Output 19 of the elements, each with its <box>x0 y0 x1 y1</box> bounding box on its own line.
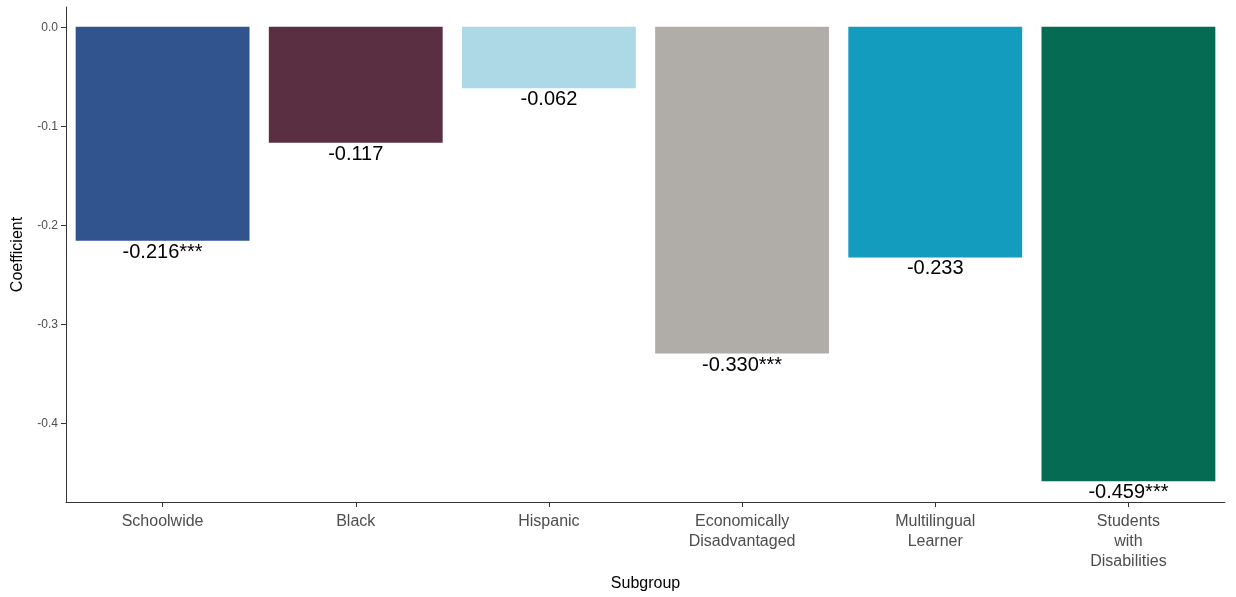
data-label: -0.233 <box>906 256 964 279</box>
y-tick-label: -0.4 <box>37 415 59 430</box>
data-label: -0.459*** <box>1088 480 1169 503</box>
y-tick-label: -0.1 <box>37 118 59 133</box>
data-label: -0.117 <box>328 141 384 164</box>
y-axis-title: Coefficient <box>7 216 25 293</box>
x-tick-label: Schoolwide <box>121 511 204 529</box>
y-tick-label: -0.2 <box>37 217 59 232</box>
data-label: -0.062 <box>520 87 578 110</box>
data-label: -0.330*** <box>702 352 783 375</box>
x-tick-label: Hispanic <box>518 511 580 529</box>
x-tick-label: Students with Disabilities <box>1090 511 1167 569</box>
y-tick-label: -0.3 <box>37 316 59 331</box>
data-label: -0.216*** <box>122 239 203 262</box>
x-axis-title: Subgroup <box>610 574 681 592</box>
x-tick-label: Economically Disadvantaged <box>688 511 796 549</box>
y-tick-label: 0.0 <box>41 19 59 34</box>
x-tick-label: Multilingual Learner <box>895 511 976 549</box>
x-tick-label: Black <box>336 511 377 529</box>
